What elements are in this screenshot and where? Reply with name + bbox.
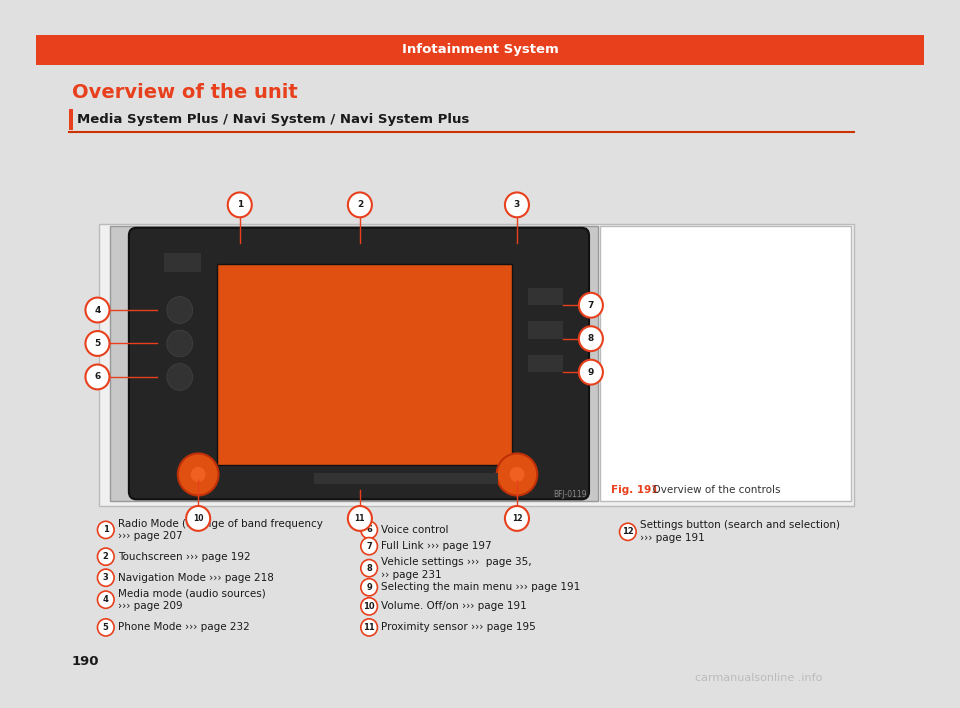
Bar (99, 224, 854, 506)
Circle shape (510, 467, 524, 482)
Text: Voice control: Voice control (381, 525, 448, 535)
Text: 190: 190 (72, 656, 99, 668)
Text: 5: 5 (103, 623, 108, 632)
Text: 4: 4 (94, 306, 101, 314)
Circle shape (191, 467, 205, 482)
Circle shape (85, 365, 109, 389)
Text: 3: 3 (103, 573, 108, 582)
Text: Selecting the main menu ››› page 191: Selecting the main menu ››› page 191 (381, 582, 581, 593)
Text: 6: 6 (366, 525, 372, 535)
Text: 1: 1 (103, 525, 108, 535)
Circle shape (496, 453, 538, 496)
Text: 6: 6 (94, 372, 101, 382)
Circle shape (186, 506, 210, 531)
Text: 12: 12 (512, 514, 522, 523)
Text: Overview of the controls: Overview of the controls (646, 484, 780, 494)
Text: 11: 11 (363, 623, 375, 632)
Circle shape (85, 331, 109, 356)
Text: Full Link ››› page 197: Full Link ››› page 197 (381, 541, 492, 551)
Text: Phone Mode ››› page 232: Phone Mode ››› page 232 (118, 622, 250, 632)
Text: Vehicle settings ›››  page 35,
›› page 231: Vehicle settings ››› page 35, ›› page 23… (381, 556, 532, 580)
Text: 3: 3 (514, 200, 520, 210)
Circle shape (361, 578, 377, 596)
Circle shape (98, 521, 114, 539)
Text: Proximity sensor ››› page 195: Proximity sensor ››› page 195 (381, 622, 536, 632)
Circle shape (348, 506, 372, 531)
Text: 9: 9 (588, 367, 594, 377)
Text: Touchscreen ››› page 192: Touchscreen ››› page 192 (118, 552, 251, 561)
Circle shape (167, 297, 193, 324)
Circle shape (579, 360, 603, 384)
Circle shape (361, 559, 377, 577)
Circle shape (98, 548, 114, 565)
Circle shape (167, 364, 193, 390)
Text: 2: 2 (357, 200, 363, 210)
Text: Overview of the unit: Overview of the unit (72, 83, 298, 101)
Text: 8: 8 (367, 564, 372, 573)
Text: 12: 12 (622, 527, 634, 537)
Text: 7: 7 (367, 542, 372, 551)
Circle shape (361, 598, 377, 615)
Circle shape (361, 619, 377, 636)
Text: Radio Mode (change of band frequency
››› page 207: Radio Mode (change of band frequency ›››… (118, 518, 323, 542)
Circle shape (579, 293, 603, 318)
Circle shape (361, 537, 377, 555)
Text: 7: 7 (588, 301, 594, 309)
Circle shape (98, 591, 114, 608)
Text: 1: 1 (236, 200, 243, 210)
Circle shape (85, 297, 109, 322)
Text: Fig. 191: Fig. 191 (612, 484, 659, 494)
Text: Volume. Off/on ››› page 191: Volume. Off/on ››› page 191 (381, 601, 527, 612)
Text: 8: 8 (588, 334, 594, 343)
Bar (69, 109, 73, 130)
Text: carmanualsonline .info: carmanualsonline .info (694, 673, 822, 683)
Text: 2: 2 (103, 552, 108, 561)
FancyBboxPatch shape (129, 228, 589, 499)
Text: 9: 9 (367, 583, 372, 592)
Text: 10: 10 (363, 602, 375, 611)
Circle shape (98, 569, 114, 586)
Circle shape (361, 521, 377, 539)
Bar (217, 264, 513, 465)
Text: 5: 5 (94, 339, 101, 348)
Bar (600, 226, 852, 501)
Circle shape (167, 330, 193, 357)
Text: 10: 10 (193, 514, 204, 523)
Bar (314, 472, 498, 484)
Text: Settings button (search and selection)
››› page 191: Settings button (search and selection) ›… (640, 520, 840, 543)
Bar (528, 288, 564, 305)
Text: BFJ-0119: BFJ-0119 (553, 491, 587, 499)
Bar (528, 355, 564, 372)
Bar (528, 321, 564, 338)
Circle shape (228, 193, 252, 217)
Text: Infotainment System: Infotainment System (401, 43, 559, 57)
Circle shape (348, 193, 372, 217)
Text: 4: 4 (103, 595, 108, 604)
Circle shape (579, 326, 603, 351)
Circle shape (505, 193, 529, 217)
Circle shape (178, 453, 219, 496)
Text: 11: 11 (354, 514, 365, 523)
Bar (110, 226, 598, 501)
Circle shape (505, 506, 529, 531)
Bar (36, 35, 924, 65)
Bar (164, 255, 199, 272)
Text: Media mode (audio sources)
››› page 209: Media mode (audio sources) ››› page 209 (118, 588, 266, 611)
Circle shape (98, 619, 114, 636)
Bar (164, 253, 201, 272)
Text: Media System Plus / Navi System / Navi System Plus: Media System Plus / Navi System / Navi S… (77, 113, 469, 126)
Text: Navigation Mode ››› page 218: Navigation Mode ››› page 218 (118, 573, 274, 583)
Circle shape (619, 523, 636, 540)
